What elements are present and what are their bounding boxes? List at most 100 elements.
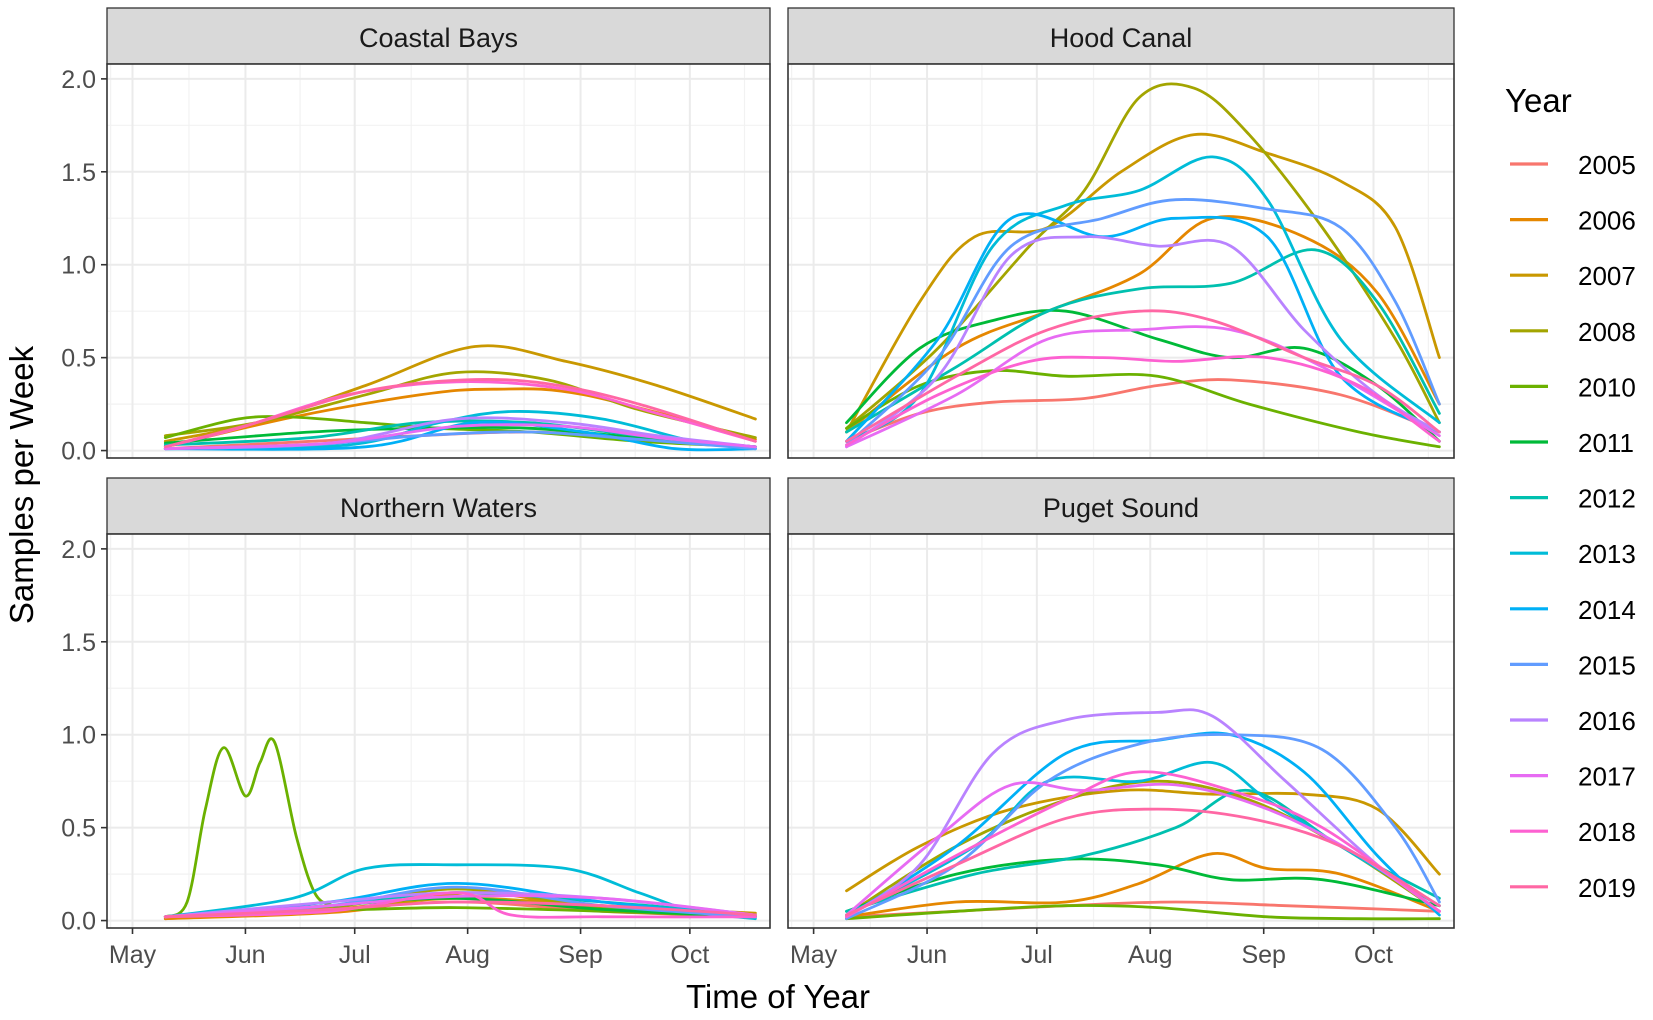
x-tick-label: Aug	[1128, 941, 1172, 969]
facet-strip	[106, 7, 771, 65]
panel-puget-sound: Puget Sound	[787, 477, 1455, 929]
legend-item-2018: 2018	[1510, 817, 1636, 847]
series-line-2015	[845, 198, 1441, 447]
x-axis-title: Time of Year	[686, 978, 870, 1015]
legend: Year 2005 2006 2007 2008 2010 2011 2012 2013 201…	[1505, 82, 1636, 903]
x-tick-label: Aug	[445, 941, 489, 969]
series-line-2007	[845, 132, 1441, 434]
legend-item-2011: 2011	[1510, 428, 1634, 458]
series-line-2016	[845, 235, 1441, 449]
series-line-2006	[845, 852, 1441, 919]
x-tick-label: Sep	[1241, 941, 1285, 969]
x-tick-label: May	[109, 941, 157, 969]
y-tick-label: 1.5	[61, 629, 96, 657]
series-line-2010	[845, 904, 1441, 921]
legend-label: 2014	[1578, 595, 1636, 625]
legend-label: 2017	[1578, 762, 1636, 792]
legend-label: 2019	[1578, 873, 1636, 903]
y-tick-label: 1.0	[61, 722, 96, 750]
series-line-2011	[163, 426, 757, 449]
axis-layer: 0.0 0.5 1.0 1.5 2.0 0.0 0.5 1.0 1.5 2.0 May Jun Jul A…	[61, 66, 1393, 969]
panel-northern-waters: Northern Waters	[106, 477, 771, 929]
y-tick-label: 2.0	[61, 66, 96, 94]
x-tick-label: Jul	[1021, 941, 1053, 969]
legend-item-2007: 2007	[1510, 261, 1636, 291]
legend-label: 2013	[1578, 539, 1636, 569]
panel-border	[787, 533, 1455, 929]
facet-strip-label: Coastal Bays	[359, 23, 518, 53]
legend-item-2012: 2012	[1510, 484, 1636, 514]
series-line-2012	[845, 248, 1441, 434]
series-line-2019	[845, 309, 1441, 443]
series-line-2007	[845, 788, 1441, 893]
y-axis-title: Samples per Week	[3, 345, 40, 624]
legend-label: 2016	[1578, 706, 1636, 736]
series-lines	[845, 708, 1441, 921]
legend-label: 2010	[1578, 372, 1636, 402]
series-lines	[845, 82, 1441, 449]
series-lines	[163, 344, 757, 452]
legend-item-2005: 2005	[1510, 150, 1636, 180]
x-tick-label: Jun	[907, 941, 947, 969]
panel-border	[106, 533, 771, 929]
y-tick-label: 1.0	[61, 252, 96, 280]
series-lines	[163, 737, 757, 921]
facet-strip	[106, 477, 771, 535]
x-tick-label: Oct	[1354, 941, 1393, 969]
series-line-2019	[163, 900, 757, 919]
legend-item-2017: 2017	[1510, 762, 1636, 792]
y-tick-label: 0.0	[61, 438, 96, 466]
legend-label: 2015	[1578, 650, 1636, 680]
legend-item-2013: 2013	[1510, 539, 1636, 569]
x-tick-label: Jul	[339, 941, 371, 969]
legend-label: 2005	[1578, 150, 1636, 180]
x-tick-label: Oct	[670, 941, 709, 969]
series-line-2011	[845, 309, 1441, 443]
y-tick-label: 2.0	[61, 536, 96, 564]
facet-strip-label: Puget Sound	[1043, 493, 1199, 523]
series-line-2017	[163, 894, 757, 919]
series-line-2014	[845, 212, 1441, 443]
series-line-2011	[845, 857, 1441, 913]
panel-border	[106, 63, 771, 459]
legend-label: 2018	[1578, 817, 1636, 847]
panel-background	[788, 534, 1454, 928]
panels-layer: Coastal Bays Hood Canal Northern Waters Pug…	[106, 7, 1455, 929]
series-line-2005	[845, 378, 1441, 443]
legend-label: 2008	[1578, 317, 1636, 347]
y-tick-label: 0.0	[61, 908, 96, 936]
series-line-2010	[163, 737, 757, 919]
series-line-2014	[163, 420, 757, 452]
x-tick-label: Jun	[225, 941, 265, 969]
panel-coastal-bays: Coastal Bays	[106, 7, 771, 459]
series-line-2018	[163, 891, 757, 919]
legend-item-2006: 2006	[1510, 206, 1636, 236]
series-line-2017	[845, 325, 1441, 449]
legend-title: Year	[1505, 82, 1572, 119]
legend-item-2008: 2008	[1510, 317, 1636, 347]
legend-item-2010: 2010	[1510, 372, 1636, 402]
legend-item-2016: 2016	[1510, 706, 1636, 736]
legend-label: 2012	[1578, 484, 1636, 514]
legend-item-2019: 2019	[1510, 873, 1636, 903]
legend-label: 2006	[1578, 206, 1636, 236]
legend-item-2014: 2014	[1510, 595, 1636, 625]
series-line-2018	[845, 355, 1441, 447]
legend-label: 2007	[1578, 261, 1636, 291]
x-tick-label: Sep	[558, 941, 602, 969]
facet-strip	[787, 477, 1455, 535]
y-tick-label: 1.5	[61, 159, 96, 187]
series-line-2018	[845, 770, 1441, 919]
panel-background	[107, 534, 770, 928]
panel-hood-canal: Hood Canal	[787, 7, 1455, 459]
legend-item-2015: 2015	[1510, 650, 1636, 680]
series-line-2017	[163, 423, 757, 451]
series-line-2019	[163, 378, 757, 449]
y-tick-label: 0.5	[61, 815, 96, 843]
facet-strip-label: Northern Waters	[340, 493, 537, 523]
x-tick-label: May	[790, 941, 838, 969]
series-line-2019	[845, 807, 1441, 917]
legend-label: 2011	[1578, 428, 1634, 458]
panel-background	[107, 64, 770, 458]
